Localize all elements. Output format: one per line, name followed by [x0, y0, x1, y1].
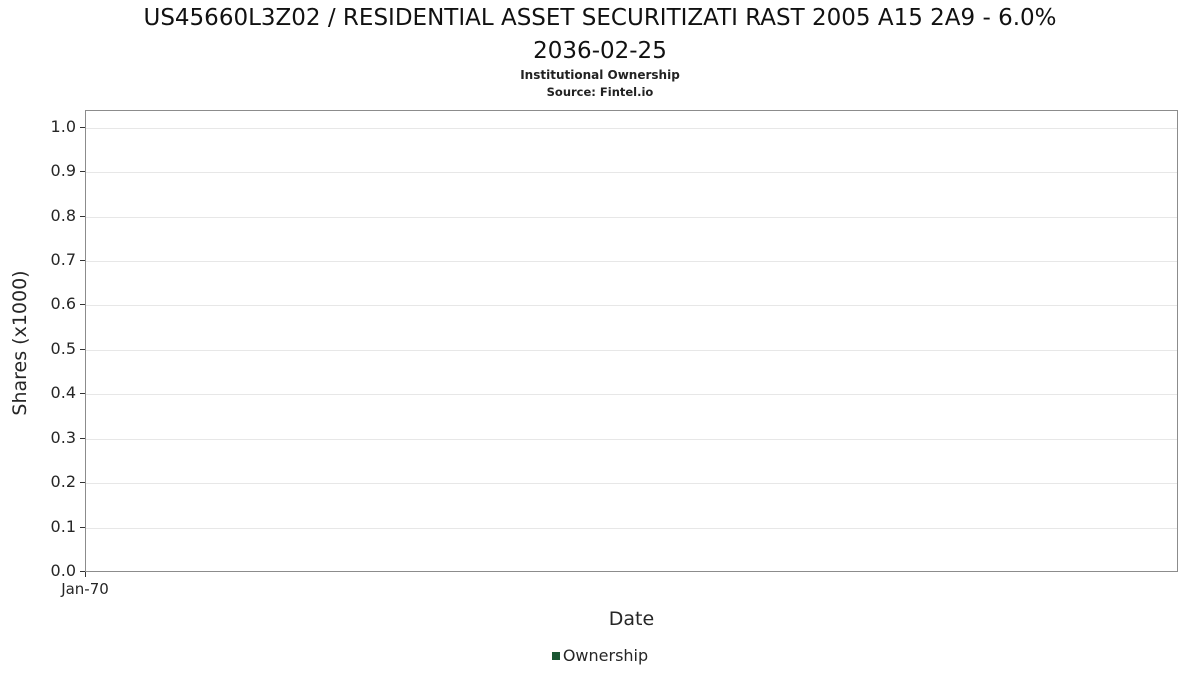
- gridline: [86, 527, 1177, 529]
- x-tick-label: Jan-70: [61, 580, 109, 598]
- y-tick-mark: [80, 393, 85, 395]
- legend-label: Ownership: [562, 646, 649, 665]
- y-tick-label: 0.5: [50, 338, 76, 358]
- y-tick-mark: [80, 215, 85, 217]
- gridline: [86, 305, 1177, 307]
- gridline: [86, 216, 1177, 218]
- y-tick-mark: [80, 571, 85, 572]
- y-tick-label: 0.8: [50, 205, 76, 225]
- y-tick-mark: [80, 126, 85, 128]
- y-tick-mark: [80, 304, 85, 306]
- y-tick-label: 1.0: [50, 116, 76, 136]
- y-tick-label: 0.9: [50, 161, 76, 181]
- chart-source-label: Source: Fintel.io: [546, 85, 654, 99]
- chart-title: US45660L3Z02 / RESIDENTIAL ASSET SECURIT…: [0, 2, 1200, 68]
- gridline: [86, 438, 1177, 440]
- chart-title-line2: 2036-02-25: [533, 38, 667, 64]
- gridline: [86, 483, 1177, 485]
- legend: Ownership: [0, 646, 1200, 665]
- y-tick-mark: [80, 348, 85, 350]
- y-tick-label: 0.7: [50, 250, 76, 270]
- y-tick-label: 0.0: [50, 561, 76, 580]
- y-tick-mark: [80, 437, 85, 439]
- y-tick-mark: [80, 171, 85, 173]
- y-tick-mark: [80, 482, 85, 484]
- y-tick-label: 0.1: [50, 516, 76, 536]
- y-tick-label: 0.3: [50, 427, 76, 447]
- y-tick-mark: [80, 260, 85, 262]
- gridline: [86, 127, 1177, 129]
- chart-subtitle: Institutional Ownership: [520, 68, 680, 82]
- x-tick-mark: [85, 572, 86, 577]
- gridline: [86, 261, 1177, 263]
- chart-title-line1: US45660L3Z02 / RESIDENTIAL ASSET SECURIT…: [143, 5, 1057, 31]
- y-tick-label: 0.2: [50, 472, 76, 492]
- gridline: [86, 172, 1177, 174]
- gridline: [86, 349, 1177, 351]
- y-tick-label: 0.6: [50, 294, 76, 314]
- y-tick-mark: [80, 526, 85, 528]
- x-axis-label: Date: [608, 608, 655, 630]
- legend-marker-icon: [551, 652, 560, 660]
- gridline: [86, 394, 1177, 396]
- y-tick-label: 0.4: [50, 383, 76, 403]
- y-axis-label: Shares (x1000): [9, 270, 31, 416]
- plot-area: [85, 110, 1178, 572]
